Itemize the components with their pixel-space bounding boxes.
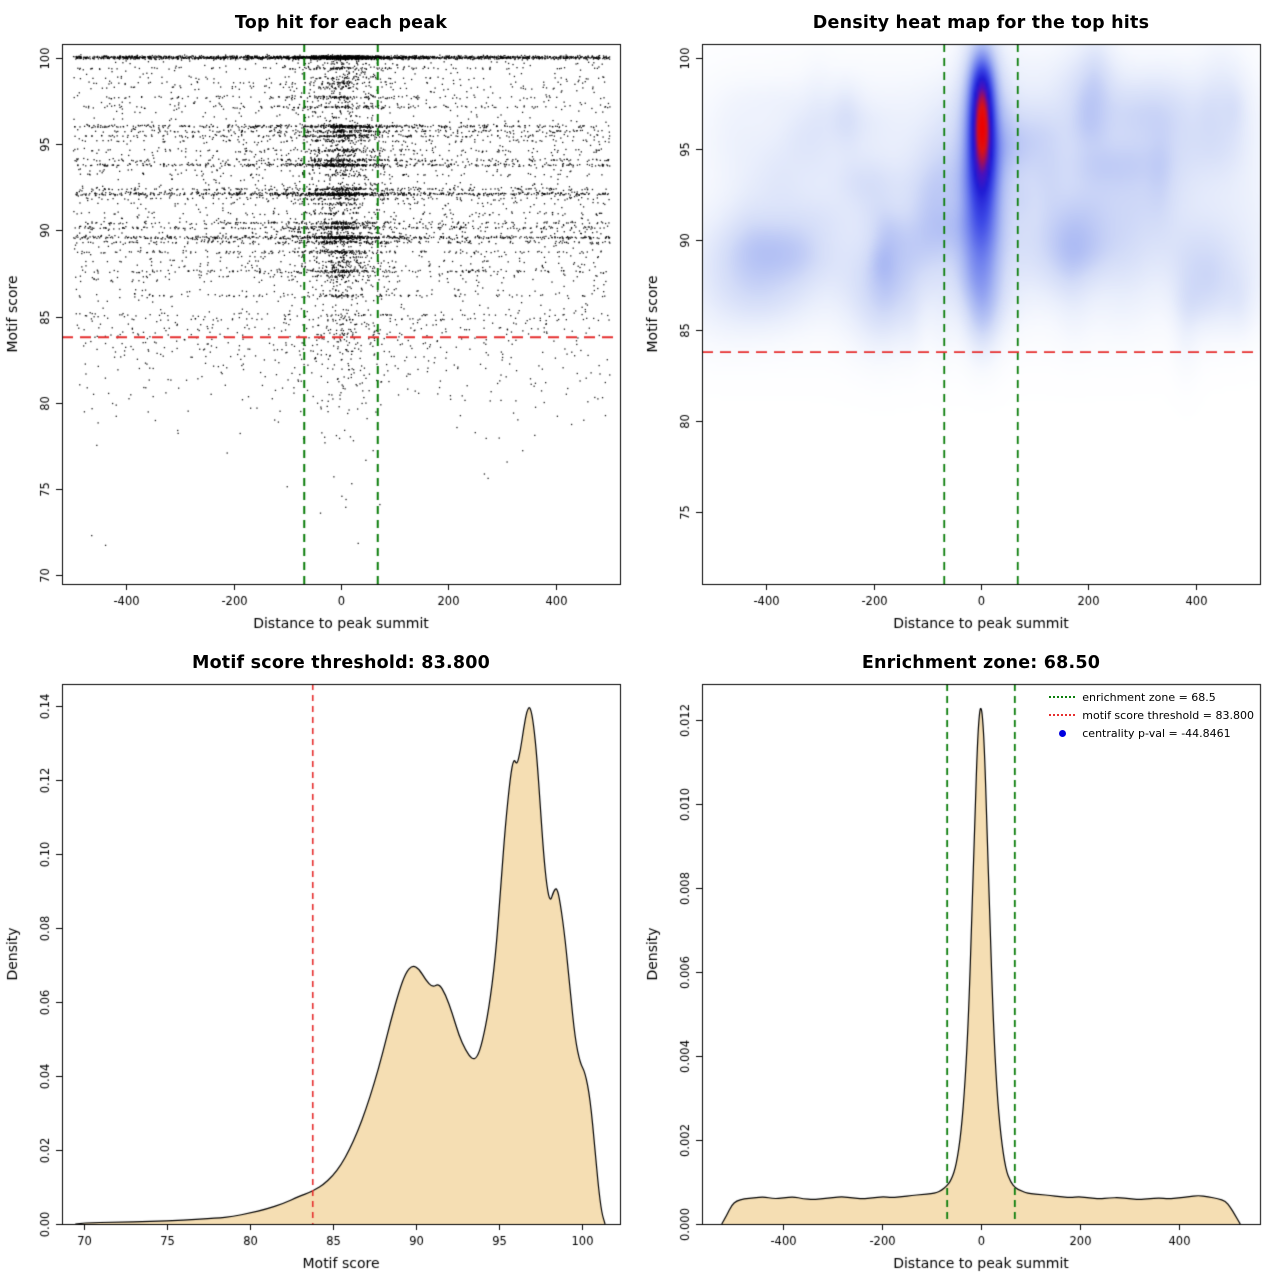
score-density-title: Motif score threshold: 83.800	[191, 653, 491, 673]
scatter-title: Top hit for each peak	[234, 13, 448, 33]
distance-density-canvas	[640, 640, 1280, 1280]
legend-item-pvalue: centrality p-val = -44.8461	[1049, 726, 1254, 740]
enrichment-zone-title: Enrichment zone: 68.50	[861, 653, 1101, 673]
legend-item-enrichment-zone: enrichment zone = 68.5	[1049, 690, 1254, 704]
red-dotted-line-icon	[1049, 714, 1076, 716]
legend: enrichment zone = 68.5 motif score thres…	[1049, 690, 1254, 740]
panel-top-hits-scatter: Top hit for each peak	[0, 0, 640, 640]
heatmap-title: Density heat map for the top hits	[812, 13, 1150, 33]
panel-motif-score-density: Motif score threshold: 83.800	[0, 640, 640, 1280]
blue-dot-marker-icon	[1049, 729, 1075, 737]
panel-summit-distance-density: Enrichment zone: 68.50 enrichment zone =…	[640, 640, 1280, 1280]
heatmap-canvas	[640, 0, 1280, 640]
panel-density-heatmap: Density heat map for the top hits	[640, 0, 1280, 640]
scatter-canvas	[0, 0, 640, 640]
legend-label-pvalue: centrality p-val = -44.8461	[1082, 726, 1231, 740]
score-density-canvas	[0, 640, 640, 1280]
legend-item-threshold: motif score threshold = 83.800	[1049, 708, 1254, 722]
legend-label-threshold: motif score threshold = 83.800	[1082, 708, 1254, 722]
legend-label-enrichment-zone: enrichment zone = 68.5	[1082, 690, 1216, 704]
green-dotted-line-icon	[1049, 696, 1076, 698]
